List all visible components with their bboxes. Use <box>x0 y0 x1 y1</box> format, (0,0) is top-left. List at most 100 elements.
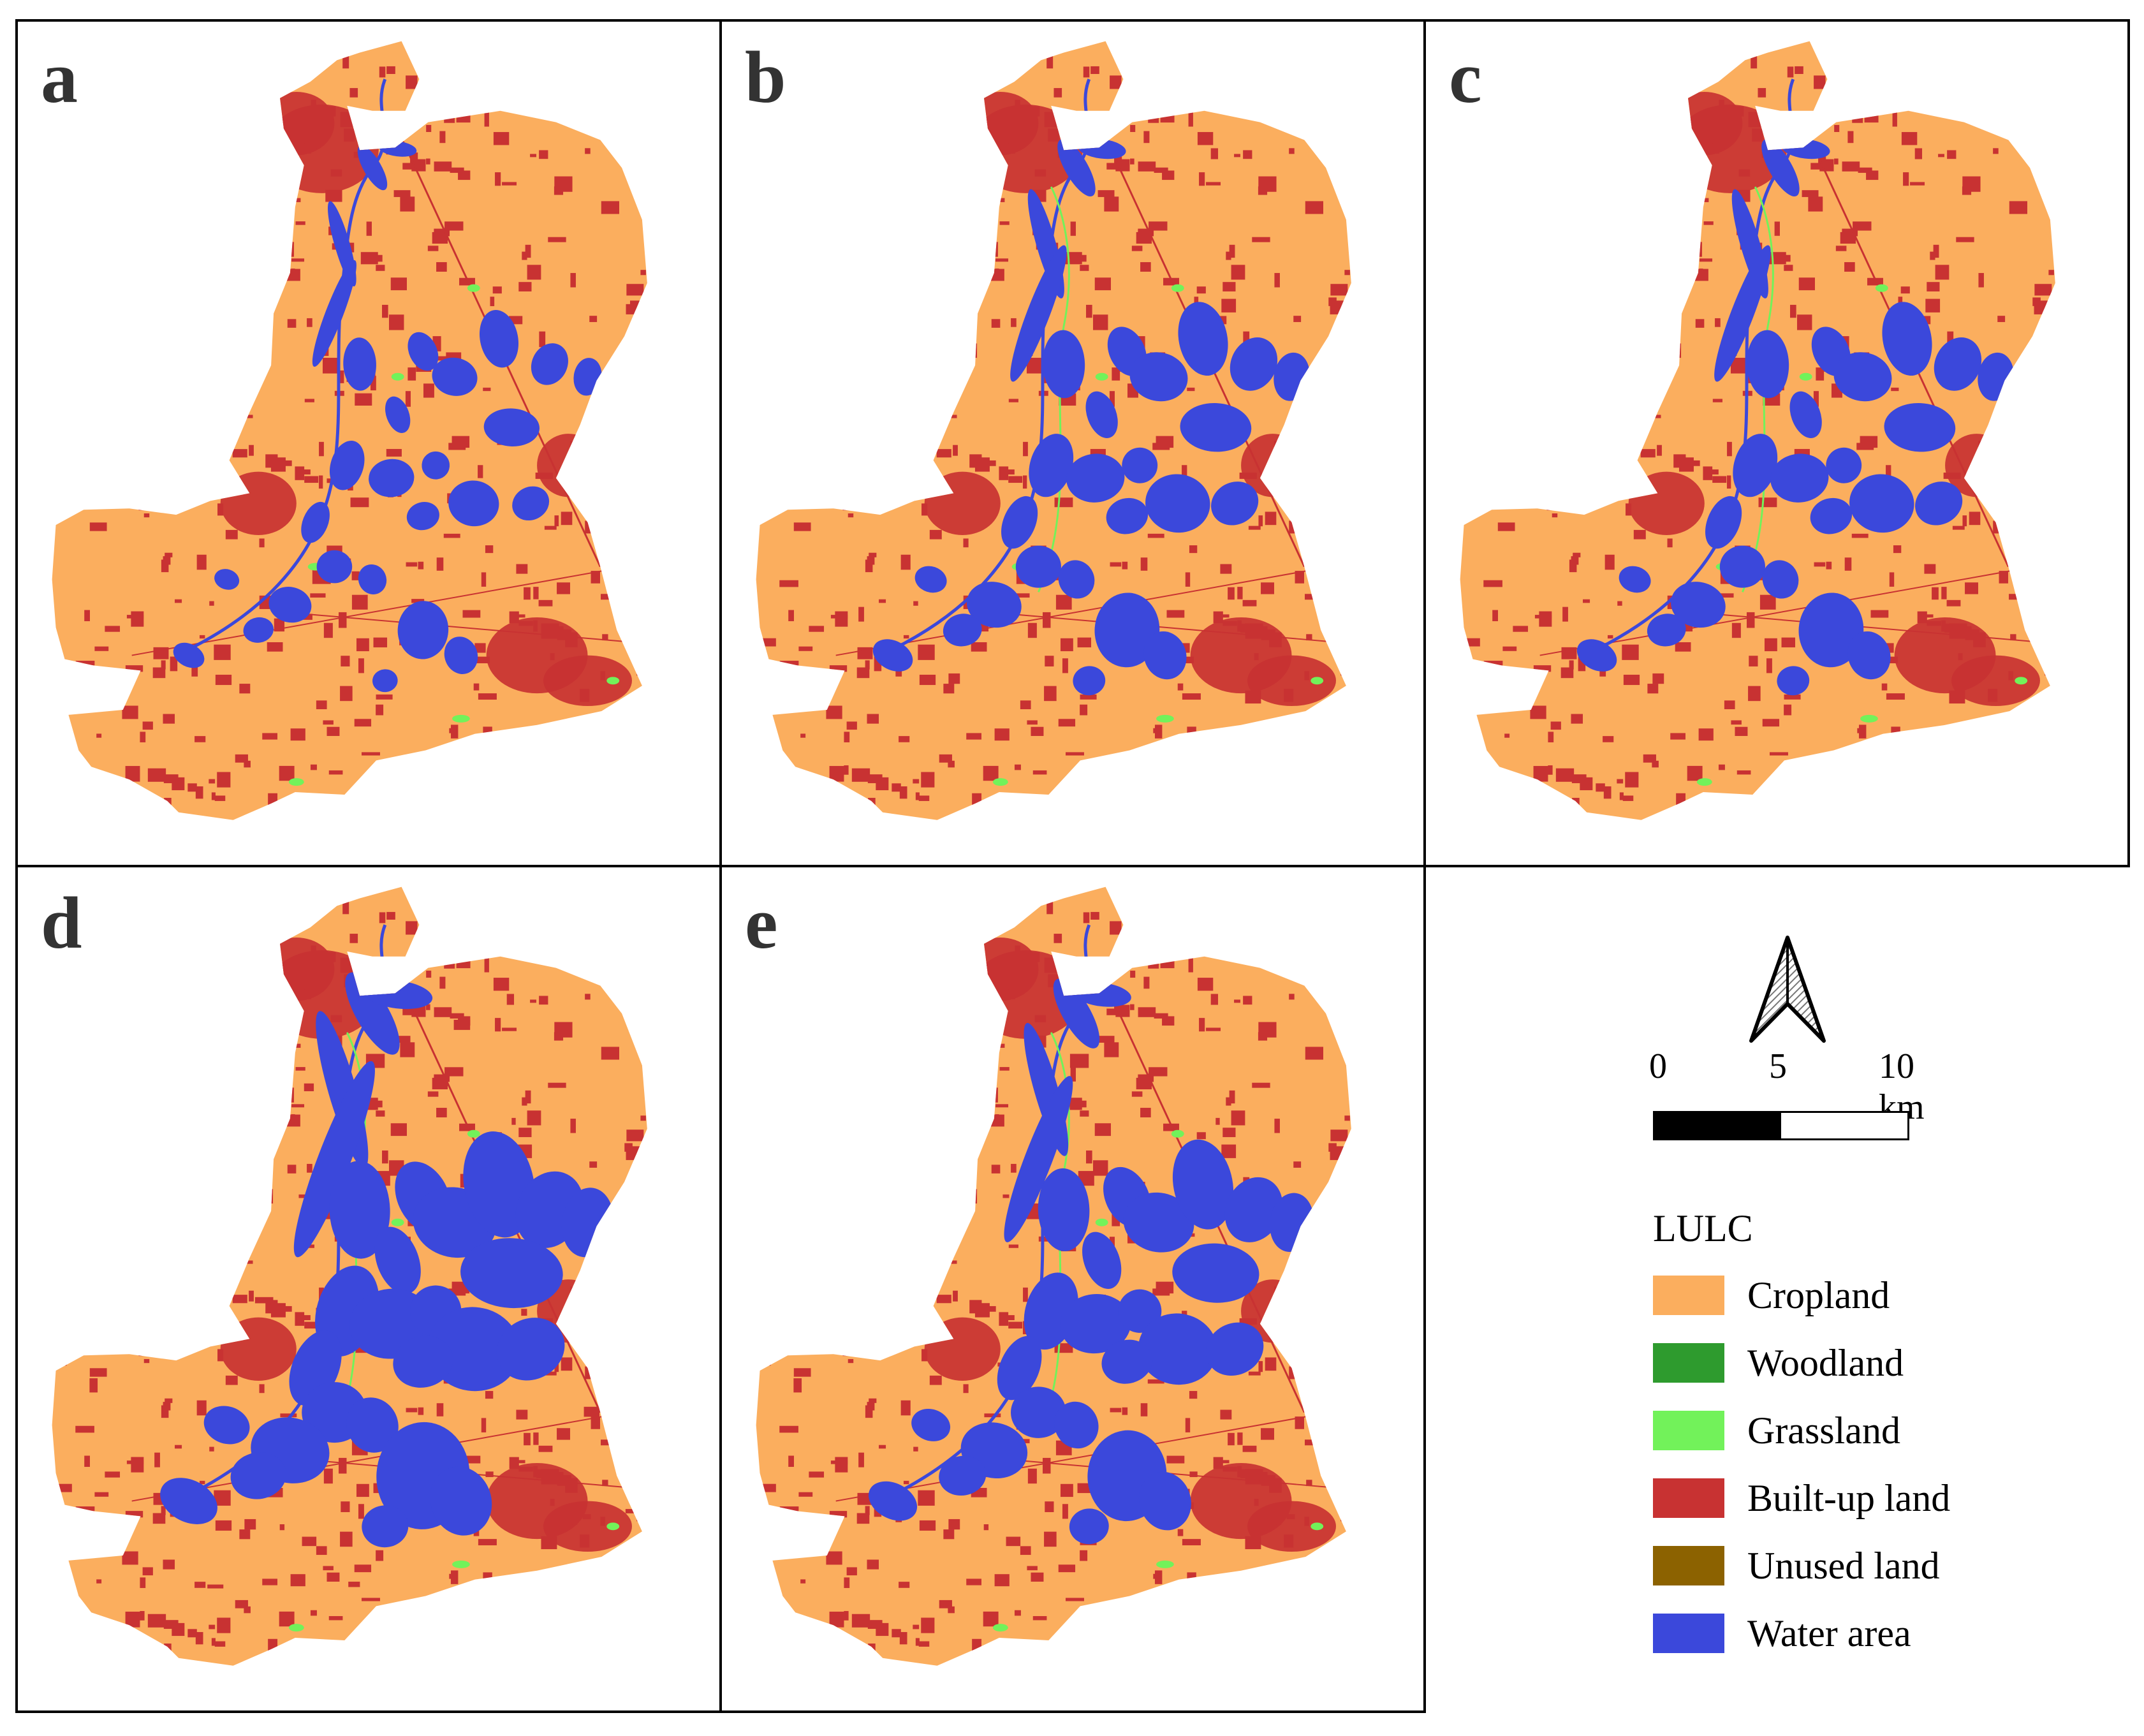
built-up-patch <box>1330 284 1348 296</box>
built-up-patch <box>1353 1152 1370 1161</box>
built-up-patch <box>1242 600 1257 607</box>
built-up-patch <box>1110 562 1122 567</box>
built-up-patch <box>1140 262 1151 272</box>
water-body <box>357 145 388 191</box>
built-up-patch <box>994 198 1005 202</box>
built-up-patch <box>250 69 256 82</box>
built-up-patch <box>1703 221 1714 225</box>
built-up-patch <box>656 1064 666 1073</box>
built-up-patch <box>774 466 788 471</box>
built-up-patch <box>1223 282 1236 291</box>
built-up-patch <box>1062 658 1068 673</box>
built-up-patch <box>229 207 233 219</box>
built-up-patch <box>1197 978 1214 991</box>
built-up-patch <box>1031 1572 1044 1582</box>
built-up-patch <box>955 196 961 206</box>
built-up-patch <box>2052 333 2055 348</box>
built-up-patch <box>765 1158 772 1168</box>
built-up-patch <box>214 644 231 660</box>
built-up-patch <box>1295 571 1305 584</box>
built-up-patch <box>1296 1335 1302 1341</box>
built-up-patch <box>1460 440 1469 447</box>
built-up-patch <box>846 919 857 929</box>
built-up-patch <box>948 760 955 768</box>
built-up-patch <box>1655 415 1661 418</box>
built-up-patch <box>1647 684 1659 694</box>
built-up-patch <box>131 611 144 627</box>
built-up-patch <box>434 356 452 361</box>
built-up-patch <box>634 522 643 530</box>
built-up-patch <box>323 622 333 638</box>
built-up-patch <box>303 143 312 154</box>
built-up-patch <box>581 423 594 429</box>
built-up-patch <box>270 457 286 472</box>
built-up-patch <box>279 1524 285 1531</box>
built-up-patch <box>1085 1664 1099 1666</box>
built-up-patch <box>869 263 888 279</box>
built-up-patch <box>143 513 150 518</box>
built-up-patch <box>268 1189 274 1204</box>
built-up-patch <box>256 129 270 135</box>
built-up-patch <box>220 471 297 535</box>
built-up-patch <box>214 795 226 801</box>
built-up-patch <box>1725 106 1744 117</box>
legend-swatch <box>1653 1478 1724 1518</box>
built-up-patch <box>483 387 491 392</box>
built-up-patch <box>1321 895 1332 902</box>
built-up-patch <box>921 1617 935 1633</box>
built-up-patch <box>199 1480 205 1485</box>
built-up-patch <box>566 739 583 753</box>
built-up-patch <box>612 942 617 955</box>
built-up-patch <box>163 1559 175 1570</box>
built-up-patch <box>304 902 317 916</box>
built-up-patch <box>1286 1514 1295 1520</box>
built-up-patch <box>1023 441 1028 457</box>
built-up-patch <box>1281 1581 1296 1591</box>
built-up-patch <box>1676 343 1682 358</box>
built-up-patch <box>1347 1659 1351 1663</box>
built-up-patch <box>64 1013 79 1026</box>
built-up-patch <box>1348 1394 1351 1402</box>
built-up-patch <box>1059 792 1066 800</box>
built-up-patch <box>645 407 647 422</box>
built-up-patch <box>1254 653 1259 661</box>
built-up-patch <box>1223 621 1237 626</box>
built-up-patch <box>835 57 850 72</box>
water-body <box>203 1406 250 1445</box>
built-up-patch <box>1569 660 1574 670</box>
built-up-patch <box>535 473 553 479</box>
built-up-patch <box>209 779 216 784</box>
built-up-patch <box>602 1570 615 1580</box>
built-up-patch <box>858 1452 864 1468</box>
map-panel-c: c <box>1423 19 2130 867</box>
built-up-patch <box>554 515 559 527</box>
built-up-patch <box>284 268 300 281</box>
grassland-patch <box>288 1624 304 1632</box>
built-up-patch <box>960 975 974 980</box>
built-up-patch <box>1134 820 1150 828</box>
built-up-patch <box>835 611 848 627</box>
built-up-patch <box>235 1600 248 1608</box>
built-up-patch <box>539 331 546 348</box>
water-body <box>1123 1192 1194 1253</box>
built-up-patch <box>612 1402 628 1418</box>
built-up-patch <box>1538 188 1554 203</box>
built-up-patch <box>835 903 850 918</box>
built-up-patch <box>52 1286 61 1293</box>
built-up-patch <box>841 1057 853 1063</box>
built-up-patch <box>2046 528 2055 541</box>
built-up-patch <box>652 1622 664 1633</box>
built-up-patch <box>1140 1108 1151 1118</box>
built-up-patch <box>1488 321 1498 337</box>
built-up-patch <box>1853 221 1872 231</box>
built-up-patch <box>600 671 606 680</box>
built-up-patch <box>291 258 305 262</box>
built-up-patch <box>527 265 541 280</box>
built-up-patch <box>1471 695 1481 708</box>
built-up-patch <box>823 1064 829 1071</box>
built-up-patch <box>772 1067 791 1071</box>
built-up-patch <box>1360 219 1370 227</box>
built-up-patch <box>1261 1428 1274 1440</box>
built-up-patch <box>1199 773 1204 787</box>
built-up-patch <box>640 303 645 308</box>
